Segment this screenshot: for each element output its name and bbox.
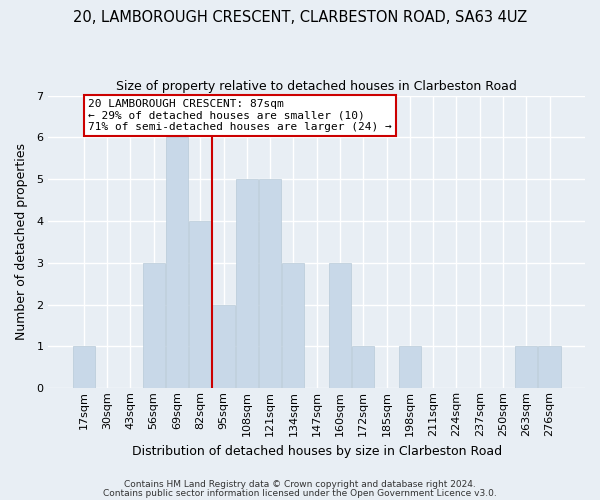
X-axis label: Distribution of detached houses by size in Clarbeston Road: Distribution of detached houses by size …	[131, 444, 502, 458]
Bar	[399, 346, 421, 389]
Text: Contains public sector information licensed under the Open Government Licence v3: Contains public sector information licen…	[103, 488, 497, 498]
Bar	[538, 346, 560, 389]
Bar	[515, 346, 538, 389]
Bar	[189, 221, 211, 388]
Text: 20 LAMBOROUGH CRESCENT: 87sqm
← 29% of detached houses are smaller (10)
71% of s: 20 LAMBOROUGH CRESCENT: 87sqm ← 29% of d…	[88, 99, 392, 132]
Bar	[212, 304, 235, 388]
Bar	[283, 263, 304, 388]
Bar	[329, 263, 351, 388]
Title: Size of property relative to detached houses in Clarbeston Road: Size of property relative to detached ho…	[116, 80, 517, 93]
Text: Contains HM Land Registry data © Crown copyright and database right 2024.: Contains HM Land Registry data © Crown c…	[124, 480, 476, 489]
Bar	[73, 346, 95, 389]
Bar	[166, 138, 188, 388]
Bar	[236, 179, 258, 388]
Text: 20, LAMBOROUGH CRESCENT, CLARBESTON ROAD, SA63 4UZ: 20, LAMBOROUGH CRESCENT, CLARBESTON ROAD…	[73, 10, 527, 25]
Bar	[143, 263, 165, 388]
Bar	[352, 346, 374, 389]
Bar	[259, 179, 281, 388]
Y-axis label: Number of detached properties: Number of detached properties	[15, 144, 28, 340]
